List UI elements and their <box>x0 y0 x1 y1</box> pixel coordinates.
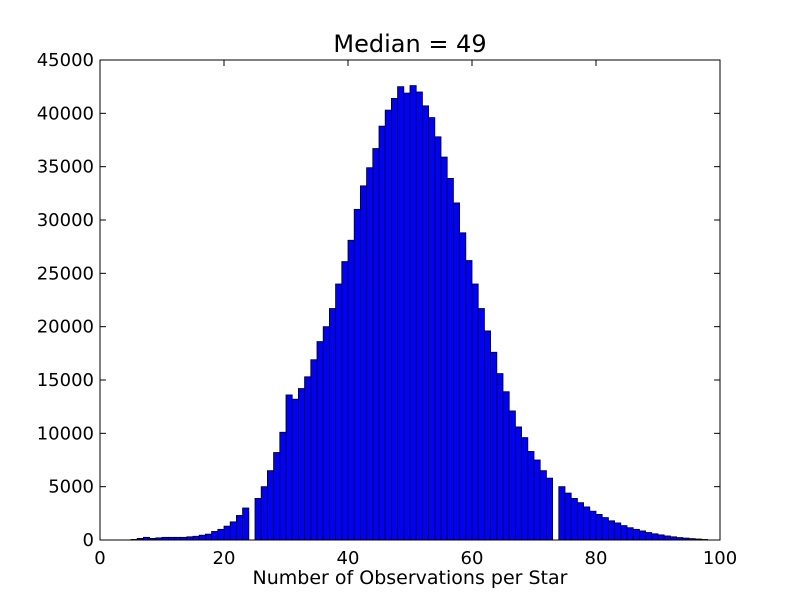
histogram-bar <box>341 261 349 541</box>
histogram-bar <box>583 506 591 541</box>
histogram-bar <box>229 521 237 541</box>
y-tick-label: 40000 <box>37 103 94 124</box>
histogram-bar <box>608 520 616 541</box>
x-axis-label: Number of Observations per Star <box>253 567 568 589</box>
histogram-bar <box>347 239 355 541</box>
y-axis-ticks: 0 5000 10000 15000 20000 25000 30000 35000 40000… <box>37 50 720 551</box>
histogram-bar <box>558 486 566 541</box>
chart-title: Median = 49 <box>333 30 486 58</box>
histogram-bar <box>192 535 200 541</box>
histogram-bar <box>285 394 293 541</box>
histogram-bar <box>310 359 318 541</box>
histogram-bar <box>297 388 305 541</box>
histogram-bar <box>359 185 367 541</box>
x-tick-label: 40 <box>337 548 360 569</box>
plot-frame <box>99 59 721 541</box>
histogram-bar <box>595 514 603 541</box>
y-tick-label: 20000 <box>37 317 94 338</box>
histogram-bar <box>366 167 374 541</box>
histogram-bar <box>235 515 243 541</box>
histogram-bar <box>651 533 659 541</box>
y-tick-label: 15000 <box>37 370 94 391</box>
x-tick-label: 100 <box>703 548 737 569</box>
histogram-bar <box>632 528 640 541</box>
histogram-bar <box>198 534 206 541</box>
histogram-bar <box>577 502 585 541</box>
histogram-bar <box>421 105 429 541</box>
y-tick-label: 5000 <box>48 477 94 498</box>
histogram-bar <box>496 373 504 541</box>
histogram-bar <box>378 125 386 541</box>
histogram-bar <box>409 85 417 541</box>
histogram-bar <box>440 156 448 541</box>
histogram-bar <box>639 530 647 541</box>
histogram-bar <box>446 177 454 541</box>
histogram-bar <box>452 202 460 541</box>
histogram-bar <box>415 91 423 541</box>
histogram-bar <box>328 308 336 541</box>
histogram-bar <box>539 470 547 541</box>
histogram-bar <box>502 391 510 541</box>
histogram-bar <box>533 459 541 541</box>
histogram-bar <box>254 497 262 541</box>
y-tick-label: 45000 <box>37 50 94 71</box>
histogram-bar <box>428 117 436 541</box>
histogram-bar <box>564 492 572 541</box>
histogram-bar <box>304 376 312 541</box>
histogram-bar <box>570 497 578 541</box>
x-axis-ticks: 0 20 40 60 80 100 <box>94 60 737 569</box>
histogram-bar <box>490 351 498 541</box>
histogram-bar <box>626 527 634 541</box>
histogram-bar <box>353 208 361 541</box>
histogram-bar <box>471 283 479 541</box>
histogram-bar <box>477 308 485 541</box>
histogram-bar <box>527 451 535 541</box>
histogram-bar <box>335 283 343 541</box>
histogram-bar <box>465 260 473 541</box>
histogram-bar <box>390 98 398 541</box>
histogram-bar <box>291 398 299 541</box>
histogram-bar <box>483 330 491 541</box>
histogram-bar <box>242 507 250 541</box>
histogram-bar <box>403 92 411 541</box>
y-tick-label: 25000 <box>37 263 94 284</box>
histogram-bar <box>266 470 274 541</box>
y-tick-label: 0 <box>83 530 94 551</box>
histogram-bar <box>260 486 268 541</box>
histogram-bar <box>521 437 529 541</box>
histogram-bar <box>397 86 405 541</box>
histogram-bar <box>620 525 628 541</box>
histogram-bar <box>459 232 467 541</box>
histogram-bar <box>663 535 671 541</box>
histogram-bar <box>515 426 523 541</box>
histogram-bar <box>273 452 281 541</box>
histogram-bar <box>217 528 225 541</box>
histogram-bar <box>508 410 516 541</box>
y-tick-label: 30000 <box>37 210 94 231</box>
histogram-bar <box>322 326 330 541</box>
histogram-bar <box>316 341 324 541</box>
histogram-bar <box>589 510 597 541</box>
histogram-bar <box>279 431 287 541</box>
x-tick-label: 60 <box>461 548 484 569</box>
histogram-bar <box>601 517 609 541</box>
x-tick-label: 80 <box>585 548 608 569</box>
histogram-bar <box>372 148 380 541</box>
histogram-bar <box>614 522 622 541</box>
histogram-bar <box>204 533 212 541</box>
histogram-bar <box>384 109 392 541</box>
histogram-bar <box>645 532 653 541</box>
histogram-bar <box>546 477 554 541</box>
histogram-bar <box>434 136 442 541</box>
x-tick-label: 0 <box>94 548 105 569</box>
histogram-bar <box>211 531 219 541</box>
histogram-bar <box>223 525 231 541</box>
histogram-bar <box>657 534 665 541</box>
y-tick-label: 10000 <box>37 423 94 444</box>
y-tick-label: 35000 <box>37 157 94 178</box>
x-tick-label: 20 <box>213 548 236 569</box>
